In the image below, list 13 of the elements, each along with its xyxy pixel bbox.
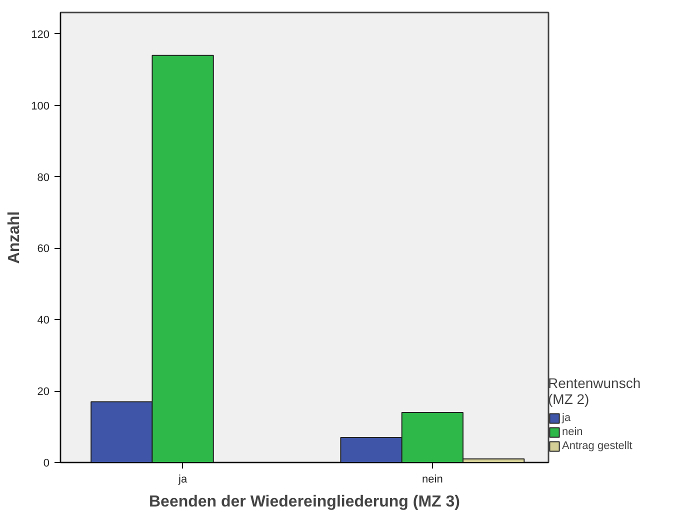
legend-label: Antrag gestellt <box>562 440 632 452</box>
y-axis-title: Anzahl <box>6 211 24 264</box>
y-tick-label: 20 <box>37 386 50 398</box>
y-tick-label: 80 <box>37 172 50 184</box>
y-tick-label: 60 <box>37 243 50 256</box>
y-tick-label: 0 <box>43 458 50 470</box>
y-tick-label: 40 <box>37 314 50 327</box>
legend-label: nein <box>562 426 583 438</box>
x-axis-title: Beenden der Wiedereingliederung (MZ 3) <box>148 494 460 510</box>
legend-label: ja <box>562 412 572 424</box>
y-tick-label: 120 <box>31 28 50 41</box>
legend-title: Rentenwunsch (MZ 2) <box>548 375 641 407</box>
y-tick-label: 100 <box>31 100 50 112</box>
